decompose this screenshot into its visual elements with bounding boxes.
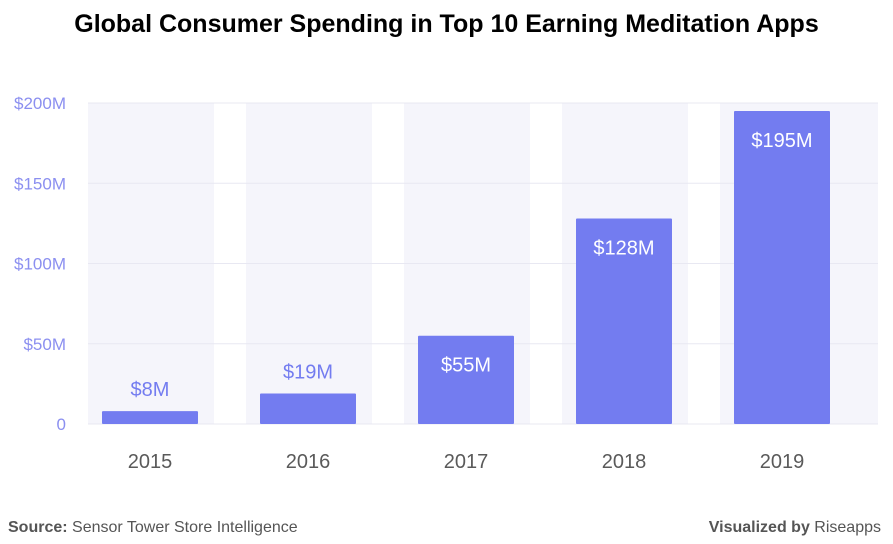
bar: [102, 411, 198, 424]
source-label: Source:: [8, 519, 68, 536]
bar-value-label: $8M: [131, 379, 170, 401]
x-tick-label: 2019: [760, 451, 805, 473]
bars: [102, 111, 830, 425]
bar-value-label: $55M: [441, 355, 491, 377]
source-note: Source: Sensor Tower Store Intelligence: [8, 519, 298, 537]
bar-value-label: $128M: [593, 238, 654, 260]
y-tick-label: $100M: [14, 255, 66, 274]
bar-value-label: $195M: [751, 130, 812, 152]
visualized-brand: Riseapps: [814, 519, 881, 536]
y-tick-label: 0: [57, 415, 66, 434]
source-text: Sensor Tower Store Intelligence: [72, 519, 298, 536]
x-tick-label: 2016: [286, 451, 331, 473]
x-axis-ticks: 2015 2016 2017 2018 2019: [128, 451, 805, 473]
bar: [734, 111, 830, 425]
visualized-label: Visualized by: [708, 519, 810, 536]
x-tick-label: 2015: [128, 451, 173, 473]
bar: [576, 218, 672, 424]
bar: [418, 335, 514, 424]
bar-value-labels: $8M $19M $55M $128M $195M: [131, 130, 813, 401]
x-tick-label: 2018: [602, 451, 647, 473]
visualized-by-note: Visualized by Riseapps: [709, 519, 881, 537]
y-tick-label: $200M: [14, 94, 66, 113]
x-tick-label: 2017: [444, 451, 489, 473]
bar-value-label: $19M: [283, 362, 333, 384]
bar: [260, 393, 356, 424]
y-axis-ticks: 0 $50M $100M $150M $200M: [14, 94, 66, 434]
y-tick-label: $150M: [14, 174, 66, 193]
chart-title: Global Consumer Spending in Top 10 Earni…: [74, 10, 819, 38]
y-tick-label: $50M: [23, 335, 66, 354]
